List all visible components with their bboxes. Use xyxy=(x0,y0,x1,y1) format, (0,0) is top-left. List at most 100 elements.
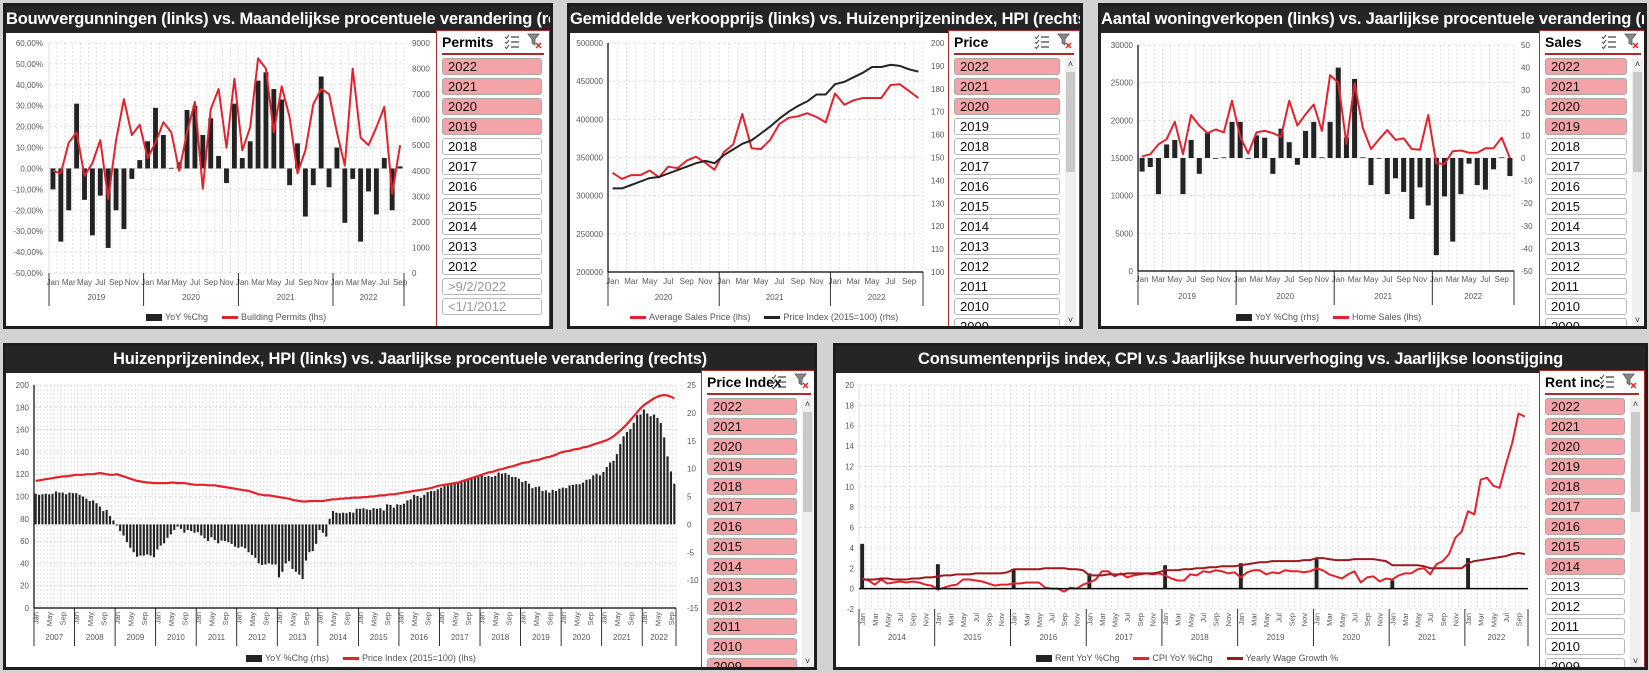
slicer-item[interactable]: 2018 xyxy=(1545,138,1627,155)
scroll-down-arrow-icon[interactable]: ˅ xyxy=(804,656,811,666)
multi-select-icon[interactable] xyxy=(771,374,787,390)
slicer-item[interactable]: 2022 xyxy=(954,58,1060,75)
slicer-item[interactable]: 2021 xyxy=(442,78,542,95)
legend-item: Price Index (2015=100) (rhs) xyxy=(764,312,898,322)
slicer-item[interactable]: 2018 xyxy=(707,478,797,495)
slicer-item[interactable]: 2014 xyxy=(954,218,1060,235)
slicer-item[interactable]: 2012 xyxy=(1545,598,1625,615)
slicer-item[interactable]: 2015 xyxy=(1545,198,1627,215)
slicer-item[interactable]: 2017 xyxy=(954,158,1060,175)
slicer-item[interactable]: 2010 xyxy=(1545,298,1627,315)
slicer-item[interactable]: 2017 xyxy=(707,498,797,515)
multi-select-icon[interactable] xyxy=(1601,34,1617,50)
scroll-down-arrow-icon[interactable]: ˅ xyxy=(1634,315,1641,325)
slicer-item[interactable]: 2015 xyxy=(442,198,542,215)
clear-filter-icon[interactable] xyxy=(1624,33,1639,49)
slicer-scrollbar[interactable]: ˄ ˅ xyxy=(1065,58,1076,326)
slicer-item[interactable]: 2011 xyxy=(707,618,797,635)
slicer-item[interactable]: 2015 xyxy=(954,198,1060,215)
bar-yoy-chg xyxy=(233,524,237,547)
slicer-item[interactable]: 2011 xyxy=(954,278,1060,295)
scrollbar-thumb[interactable] xyxy=(1631,412,1640,512)
slicer-item[interactable]: 2016 xyxy=(954,178,1060,195)
slicer-item[interactable]: 2014 xyxy=(442,218,542,235)
slicer-item[interactable]: 2013 xyxy=(707,578,797,595)
slicer-item[interactable]: 2019 xyxy=(1545,118,1627,135)
multi-select-icon[interactable] xyxy=(1599,374,1615,390)
slicer-item[interactable]: 2022 xyxy=(707,398,797,415)
scroll-up-arrow-icon[interactable]: ˄ xyxy=(1632,399,1639,409)
slicer-item[interactable]: 2020 xyxy=(1545,98,1627,115)
slicer-item[interactable]: 2019 xyxy=(442,118,542,135)
slicer-item[interactable]: 2017 xyxy=(1545,498,1625,515)
scroll-up-arrow-icon[interactable]: ˄ xyxy=(1067,59,1074,69)
slicer-item[interactable]: 2020 xyxy=(954,98,1060,115)
slicer-item[interactable]: 2019 xyxy=(1545,458,1625,475)
slicer-item[interactable]: 2012 xyxy=(442,258,542,275)
scrollbar-thumb[interactable] xyxy=(1066,72,1075,172)
multi-select-icon[interactable] xyxy=(1034,34,1050,50)
slicer-item[interactable]: 2018 xyxy=(1545,478,1625,495)
scrollbar-thumb[interactable] xyxy=(803,412,812,512)
slicer-item[interactable]: 2016 xyxy=(1545,518,1625,535)
slicer-item[interactable]: 2017 xyxy=(1545,158,1627,175)
slicer-item[interactable]: 2019 xyxy=(707,458,797,475)
slicer-scrollbar[interactable]: ˄ ˅ xyxy=(1632,58,1643,326)
slicer-item[interactable]: 2013 xyxy=(1545,238,1627,255)
scroll-down-arrow-icon[interactable]: ˅ xyxy=(1067,315,1074,325)
slicer-item[interactable]: 2021 xyxy=(707,418,797,435)
clear-filter-icon[interactable] xyxy=(1057,33,1072,49)
slicer-item[interactable]: 2013 xyxy=(1545,578,1625,595)
slicer-item[interactable]: 2014 xyxy=(707,558,797,575)
slicer-item[interactable]: 2014 xyxy=(1545,558,1625,575)
slicer-item[interactable]: 2009 xyxy=(1545,658,1625,667)
x-axis-year-label: 2019 xyxy=(1267,633,1285,642)
slicer-item[interactable]: 2009 xyxy=(1545,318,1627,326)
slicer-scrollbar[interactable]: ˄ ˅ xyxy=(1630,398,1641,667)
scroll-down-arrow-icon[interactable]: ˅ xyxy=(1632,656,1639,666)
slicer-item[interactable]: 2010 xyxy=(1545,638,1625,655)
slicer-item[interactable]: 2013 xyxy=(442,238,542,255)
slicer-item[interactable]: 2012 xyxy=(954,258,1060,275)
slicer-item[interactable]: 2014 xyxy=(1545,218,1627,235)
slicer-item[interactable]: 2016 xyxy=(442,178,542,195)
slicer-item[interactable]: 2018 xyxy=(954,138,1060,155)
slicer-item[interactable]: 2021 xyxy=(954,78,1060,95)
slicer-item[interactable]: 2010 xyxy=(954,298,1060,315)
slicer-item[interactable]: 2012 xyxy=(1545,258,1627,275)
slicer-item[interactable]: 2017 xyxy=(442,158,542,175)
slicer-item[interactable]: >9/2/2022 xyxy=(442,278,542,295)
clear-filter-icon[interactable] xyxy=(527,33,542,49)
slicer-item[interactable]: 2010 xyxy=(707,638,797,655)
slicer-item[interactable]: 2009 xyxy=(707,658,797,667)
slicer-item[interactable]: 2012 xyxy=(707,598,797,615)
clear-filter-icon[interactable] xyxy=(1622,373,1637,389)
slicer-item[interactable]: 2016 xyxy=(707,518,797,535)
slicer-item[interactable]: 2020 xyxy=(1545,438,1625,455)
slicer-item[interactable]: <1/1/2012 xyxy=(442,298,542,315)
slicer-item[interactable]: 2013 xyxy=(954,238,1060,255)
clear-filter-icon[interactable] xyxy=(794,373,809,389)
x-axis-month-label: May xyxy=(86,612,95,626)
slicer-item[interactable]: 2021 xyxy=(1545,418,1625,435)
scrollbar-thumb[interactable] xyxy=(1633,72,1642,172)
scroll-up-arrow-icon[interactable]: ˄ xyxy=(804,399,811,409)
slicer-item[interactable]: 2021 xyxy=(1545,78,1627,95)
slicer-item[interactable]: 2020 xyxy=(442,98,542,115)
slicer-item[interactable]: 2016 xyxy=(1545,178,1627,195)
slicer-item[interactable]: 2022 xyxy=(1545,58,1627,75)
slicer-item[interactable]: 2022 xyxy=(1545,398,1625,415)
slicer-item[interactable]: 2011 xyxy=(1545,618,1625,635)
slicer-item[interactable]: 2018 xyxy=(442,138,542,155)
slicer-scrollbar[interactable]: ˄ ˅ xyxy=(802,398,813,667)
slicer-item[interactable]: 2011 xyxy=(1545,278,1627,295)
slicer-item[interactable]: 2019 xyxy=(954,118,1060,135)
slicer-item[interactable]: 2015 xyxy=(1545,538,1625,555)
slicer-item[interactable]: 2009 xyxy=(954,318,1060,326)
slicer-item[interactable]: 2020 xyxy=(707,438,797,455)
scroll-up-arrow-icon[interactable]: ˄ xyxy=(1634,59,1641,69)
slicer-item[interactable]: 2015 xyxy=(707,538,797,555)
multi-select-icon[interactable] xyxy=(504,34,520,50)
slicer-item[interactable]: 2022 xyxy=(442,58,542,75)
bar-yoy-chg xyxy=(149,524,152,556)
